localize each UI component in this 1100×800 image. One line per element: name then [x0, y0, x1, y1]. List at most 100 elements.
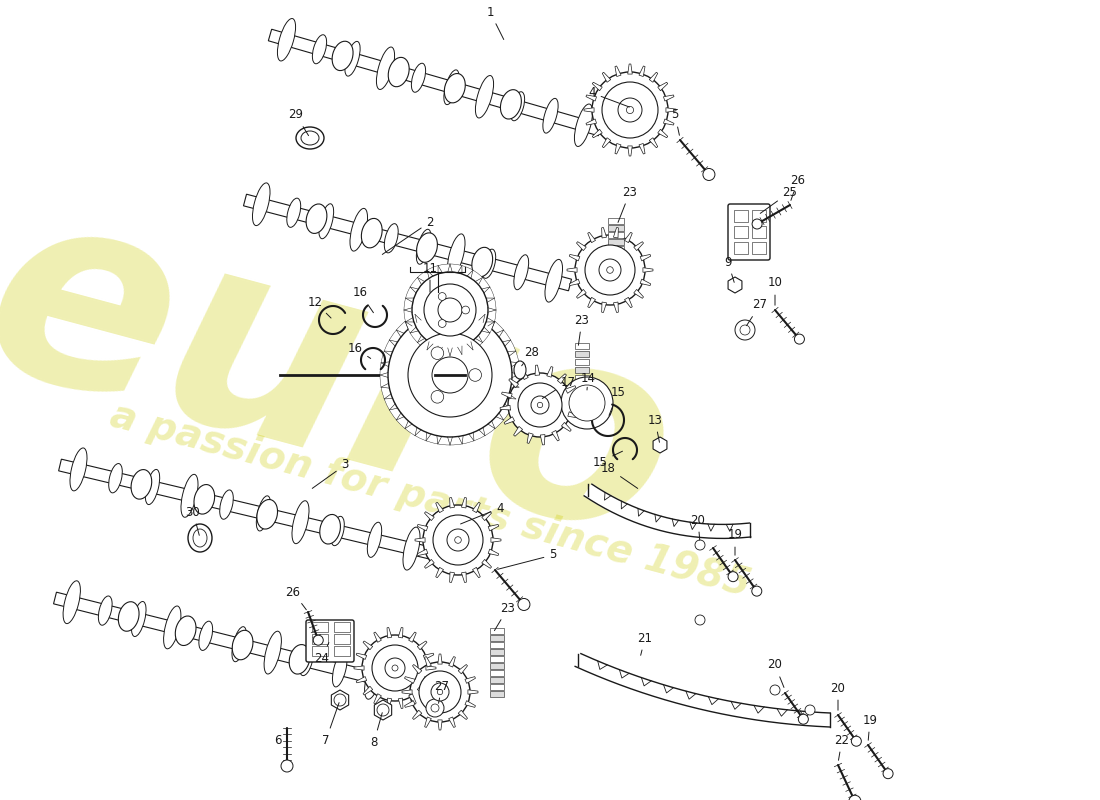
Polygon shape [488, 525, 498, 531]
Bar [490, 663, 504, 669]
Polygon shape [449, 717, 455, 727]
Text: 19: 19 [862, 714, 878, 740]
Bar [575, 375, 589, 381]
Text: 12: 12 [308, 295, 331, 318]
Bar [334, 622, 350, 632]
Bar [490, 628, 504, 634]
Polygon shape [424, 653, 433, 659]
Ellipse shape [376, 47, 395, 90]
Text: 24: 24 [315, 642, 330, 665]
Ellipse shape [232, 630, 253, 660]
Bar [575, 351, 589, 357]
Text: 15: 15 [593, 451, 623, 469]
Polygon shape [602, 302, 606, 313]
Ellipse shape [417, 233, 438, 262]
Bar [752, 210, 766, 222]
Text: 7: 7 [322, 702, 339, 746]
Polygon shape [488, 549, 498, 555]
Circle shape [438, 320, 447, 327]
Ellipse shape [299, 646, 314, 676]
Ellipse shape [411, 63, 426, 92]
Ellipse shape [119, 602, 139, 631]
Text: 9: 9 [724, 255, 734, 282]
Polygon shape [663, 119, 674, 125]
Polygon shape [374, 632, 382, 642]
Polygon shape [587, 298, 595, 308]
Text: 20: 20 [691, 514, 705, 540]
Ellipse shape [312, 34, 327, 64]
Ellipse shape [514, 361, 526, 379]
Circle shape [438, 298, 462, 322]
Bar [490, 691, 504, 697]
Polygon shape [649, 72, 658, 82]
Bar [334, 634, 350, 644]
Text: 29: 29 [288, 109, 309, 136]
Bar [312, 622, 328, 632]
Polygon shape [387, 698, 392, 709]
Ellipse shape [500, 90, 521, 119]
Text: 10: 10 [768, 277, 782, 306]
Polygon shape [425, 512, 435, 521]
Polygon shape [461, 498, 466, 508]
Circle shape [883, 769, 893, 778]
Ellipse shape [194, 485, 214, 514]
Circle shape [469, 369, 482, 382]
FancyBboxPatch shape [728, 204, 770, 260]
Text: 23: 23 [574, 314, 590, 346]
Bar [490, 635, 504, 641]
Polygon shape [482, 559, 492, 568]
Ellipse shape [306, 204, 327, 234]
Polygon shape [603, 138, 611, 148]
Polygon shape [592, 82, 603, 90]
Ellipse shape [192, 529, 207, 547]
Bar [608, 281, 624, 287]
Text: 16: 16 [348, 342, 371, 358]
Ellipse shape [145, 470, 160, 505]
Circle shape [431, 390, 443, 403]
Circle shape [379, 305, 520, 445]
Polygon shape [587, 232, 595, 242]
Polygon shape [436, 567, 443, 578]
Ellipse shape [109, 463, 122, 493]
Polygon shape [438, 720, 442, 730]
Circle shape [740, 325, 750, 335]
Ellipse shape [301, 131, 319, 145]
Text: 5: 5 [671, 109, 680, 135]
Polygon shape [402, 690, 412, 694]
Bar [575, 399, 589, 405]
Bar [490, 670, 504, 676]
Circle shape [408, 333, 492, 417]
Ellipse shape [175, 616, 196, 646]
Ellipse shape [345, 42, 360, 76]
Polygon shape [417, 686, 427, 695]
Ellipse shape [362, 218, 382, 248]
Polygon shape [565, 386, 576, 394]
Circle shape [735, 320, 755, 340]
Circle shape [585, 245, 635, 295]
Text: 21: 21 [638, 631, 652, 655]
Text: 5: 5 [497, 549, 557, 570]
Text: 26: 26 [286, 586, 306, 610]
Circle shape [618, 98, 642, 122]
Text: 27: 27 [747, 298, 768, 326]
Polygon shape [615, 66, 622, 77]
Circle shape [314, 635, 323, 645]
Polygon shape [354, 666, 364, 670]
Circle shape [851, 736, 861, 746]
Polygon shape [570, 279, 580, 286]
Polygon shape [584, 108, 594, 112]
Circle shape [431, 347, 443, 359]
Text: 15: 15 [609, 386, 626, 415]
Circle shape [602, 82, 658, 138]
Circle shape [419, 671, 461, 713]
Bar [608, 274, 624, 280]
Text: 26: 26 [791, 174, 805, 200]
Ellipse shape [367, 522, 382, 558]
Polygon shape [666, 108, 676, 112]
Circle shape [518, 598, 530, 610]
Polygon shape [603, 72, 611, 82]
Circle shape [752, 219, 762, 229]
Bar [575, 383, 589, 389]
Polygon shape [243, 194, 572, 291]
Ellipse shape [482, 249, 496, 278]
